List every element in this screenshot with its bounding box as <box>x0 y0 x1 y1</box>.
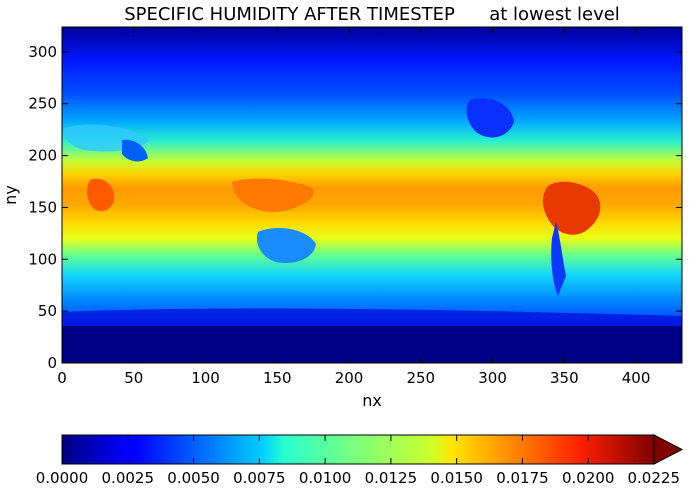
colorbar-gradient <box>62 435 654 464</box>
colorbar-tick-label: 0.0125 <box>365 469 418 487</box>
x-axis-label: nx <box>362 391 382 410</box>
colorbar-tick-label: 0.0150 <box>430 469 483 487</box>
north-america-dry <box>466 98 514 138</box>
colorbar-extend-triangle <box>653 434 684 465</box>
y-tick-label: 150 <box>28 198 57 216</box>
y-tick-label: 250 <box>28 95 57 113</box>
y-tick-label: 200 <box>28 147 57 165</box>
y-tick-label: 100 <box>28 250 57 268</box>
y-tick-label: 50 <box>38 302 57 320</box>
y-axis: 0 50 100 150 200 250 300 <box>28 43 682 372</box>
colorbar: 0.0000 0.0025 0.0050 0.0075 0.0100 0.0125 0.01… <box>36 434 684 487</box>
chart-title: SPECIFIC HUMIDITY AFTER TIMESTEP at lowe… <box>124 4 620 25</box>
x-tick-label: 300 <box>478 369 507 387</box>
colorbar-outline <box>61 434 654 465</box>
heatmap <box>62 27 682 363</box>
colorbar-tick-label: 0.0075 <box>233 469 286 487</box>
x-tick-label: 50 <box>124 369 143 387</box>
antarctica <box>62 326 682 363</box>
africa-humid-patch <box>87 178 115 212</box>
x-tick-label: 200 <box>335 369 364 387</box>
colorbar-tick-label: 0.0025 <box>102 469 155 487</box>
south-america-andes-dry <box>551 222 566 296</box>
south-america-humid-core <box>542 181 601 235</box>
x-tick-label: 150 <box>263 369 292 387</box>
colorbar-ticks: 0.0000 0.0025 0.0050 0.0075 0.0100 0.0125 0.01… <box>36 435 680 487</box>
x-tick-label: 0 <box>57 369 67 387</box>
y-tick-label: 300 <box>28 43 57 61</box>
maritime-continent-patch <box>232 178 314 212</box>
x-tick-label: 100 <box>191 369 220 387</box>
y-tick-label: 0 <box>47 354 57 372</box>
x-axis: 0 50 100 150 200 250 300 350 400 <box>57 27 650 387</box>
arabia-dry <box>122 139 148 162</box>
colorbar-tick-label: 0.0050 <box>167 469 220 487</box>
colorbar-tick-label: 0.0175 <box>496 469 549 487</box>
x-tick-label: 350 <box>550 369 579 387</box>
colorbar-tick-label: 0.0000 <box>36 469 89 487</box>
plot-frame <box>61 26 683 364</box>
y-axis-label: ny <box>1 185 20 205</box>
colorbar-tick-label: 0.0100 <box>299 469 352 487</box>
colorbar-tick-label: 0.0200 <box>562 469 615 487</box>
colorbar-tick-label: 0.0225 <box>628 469 681 487</box>
x-tick-label: 250 <box>406 369 435 387</box>
australia-dry <box>256 228 316 264</box>
x-tick-label: 400 <box>622 369 651 387</box>
southern-ocean-band <box>62 308 682 326</box>
